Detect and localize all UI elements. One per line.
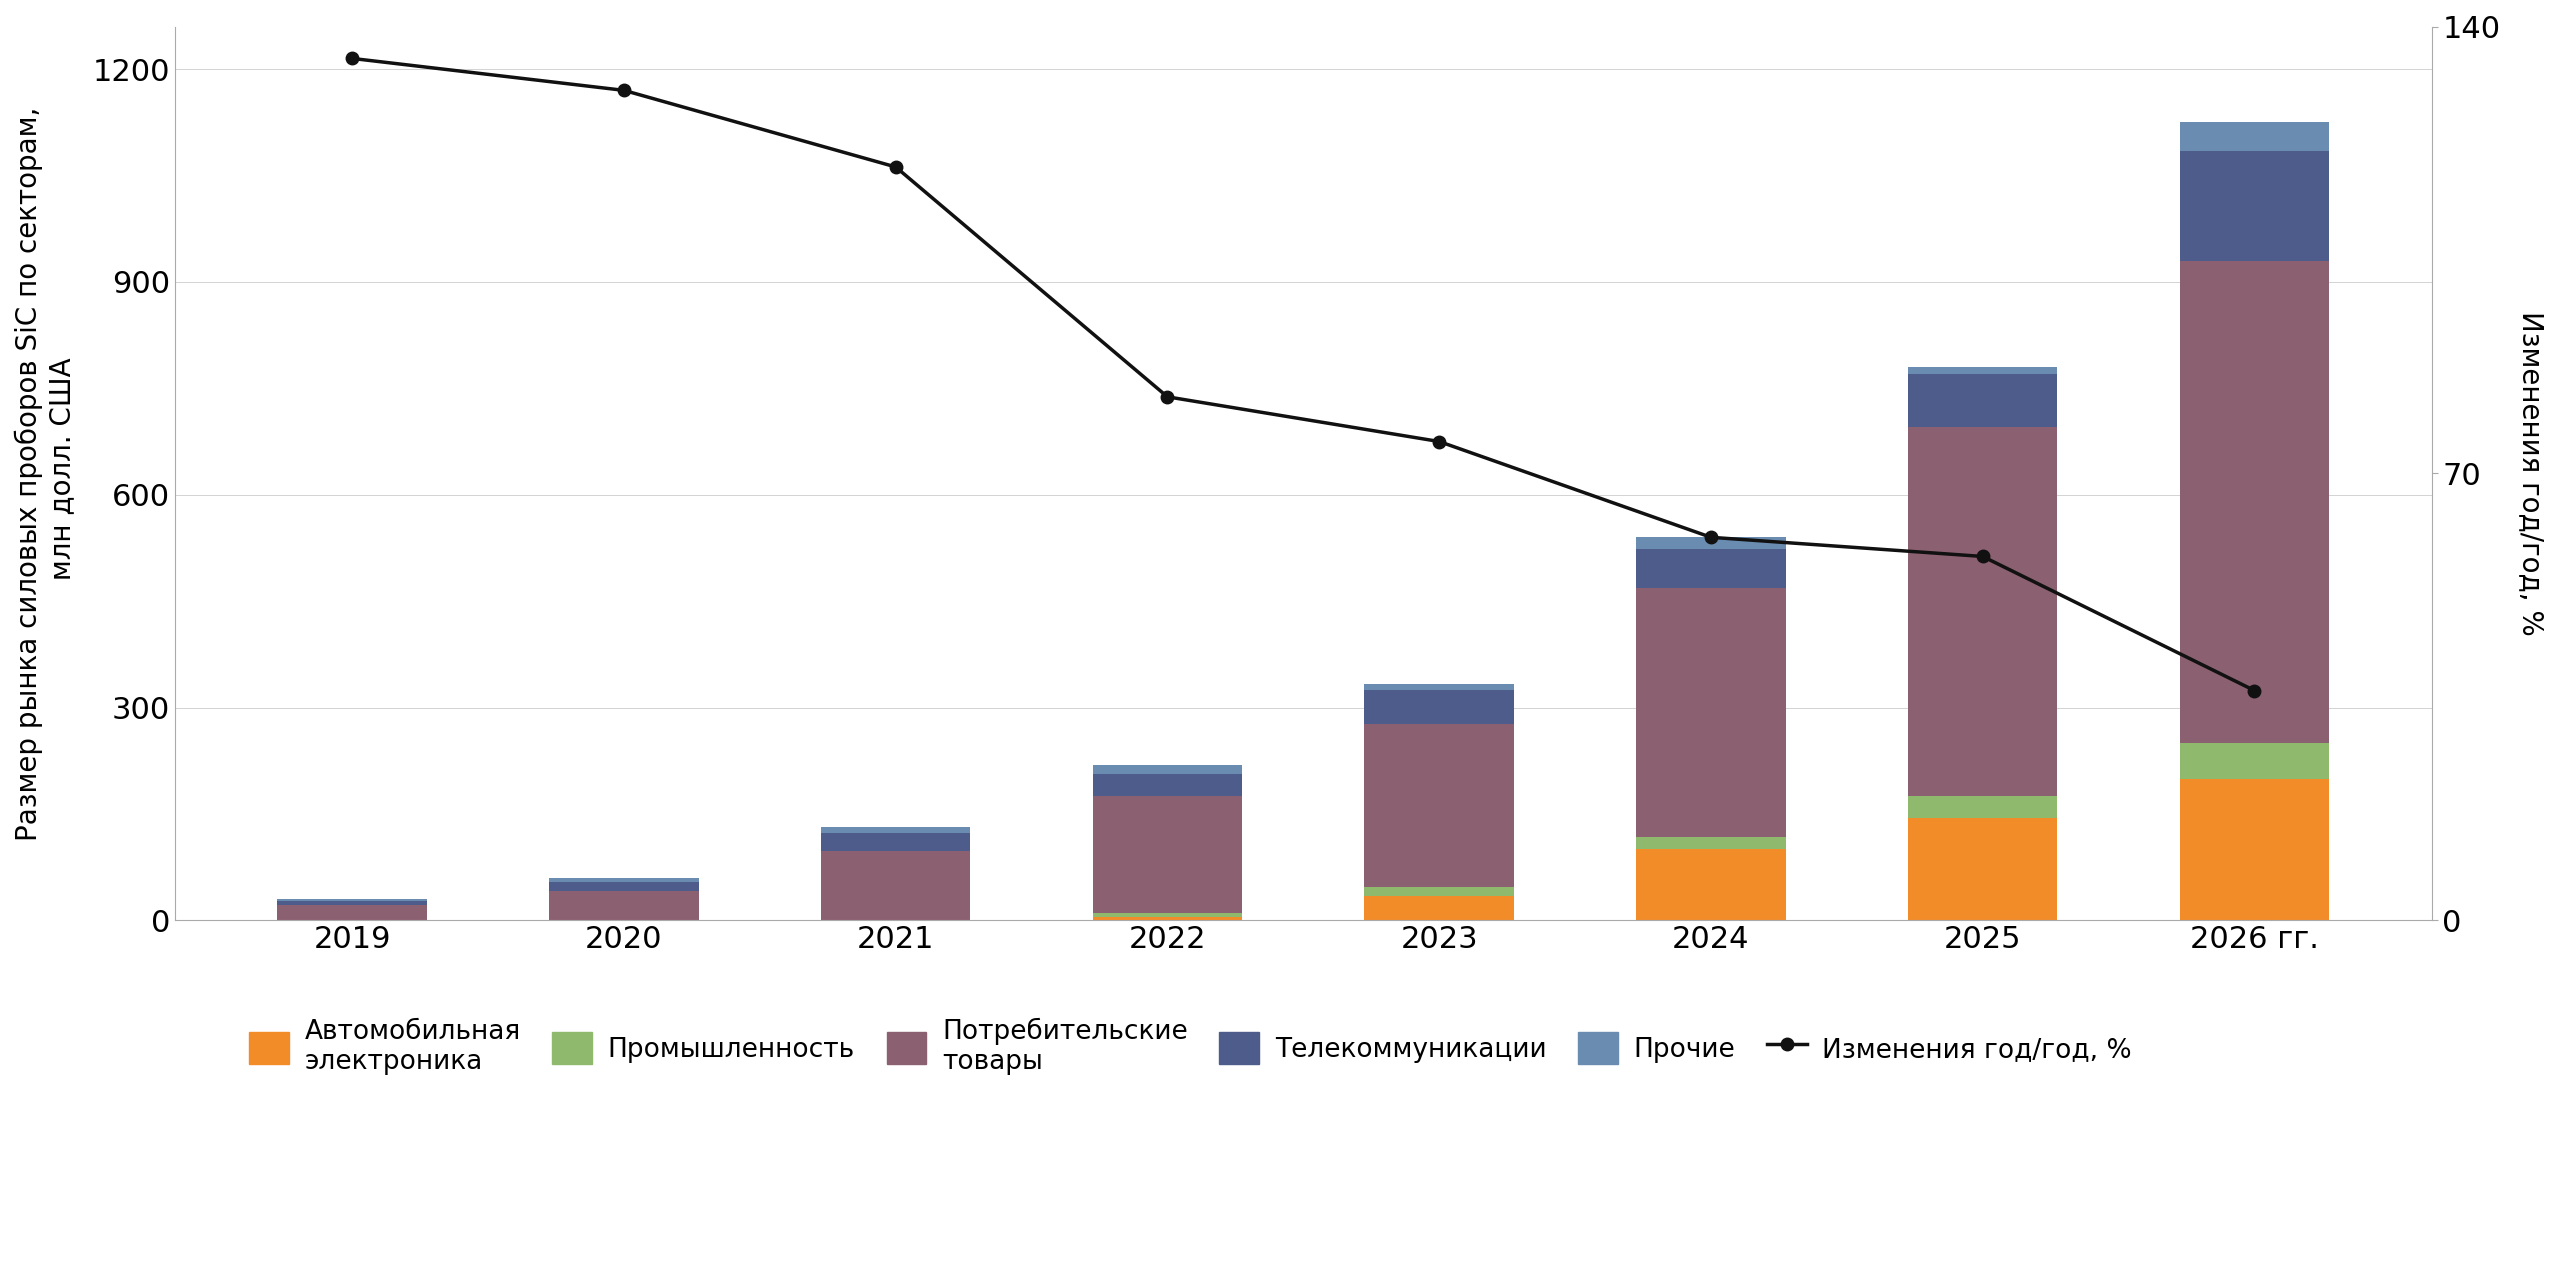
Legend: Автомобильная
электроника, Промышленность, Потребительские
товары, Телекоммуника: Автомобильная электроника, Промышленност… xyxy=(238,1007,2143,1086)
Bar xyxy=(2179,743,2330,778)
Bar xyxy=(550,890,699,921)
Bar xyxy=(822,833,970,851)
Bar xyxy=(1093,774,1242,796)
Bar xyxy=(1093,917,1242,921)
Y-axis label: Размер рынка силовых проборов SiC по секторам,
 млн долл. США: Размер рынка силовых проборов SiC по сек… xyxy=(15,107,77,841)
Bar xyxy=(1907,796,2058,818)
Bar xyxy=(2179,122,2330,151)
Bar xyxy=(1364,895,1513,921)
Bar xyxy=(1364,690,1513,724)
Bar xyxy=(1907,367,2058,374)
Bar xyxy=(276,902,428,904)
Bar xyxy=(1636,550,1787,589)
Bar xyxy=(1907,818,2058,921)
Bar xyxy=(550,878,699,882)
Bar xyxy=(2179,778,2330,921)
Bar xyxy=(1093,913,1242,917)
Bar xyxy=(2179,151,2330,260)
Bar xyxy=(276,904,428,921)
Y-axis label: Изменения год/год, %: Изменения год/год, % xyxy=(2516,312,2545,636)
Bar xyxy=(1636,850,1787,921)
Bar xyxy=(1907,374,2058,428)
Bar xyxy=(2179,260,2330,743)
Bar xyxy=(1364,724,1513,887)
Bar xyxy=(1636,589,1787,837)
Bar xyxy=(1364,887,1513,895)
Bar xyxy=(1636,537,1787,550)
Bar xyxy=(1907,428,2058,796)
Bar xyxy=(1093,765,1242,774)
Bar xyxy=(1093,796,1242,913)
Bar xyxy=(822,827,970,833)
Bar xyxy=(1636,837,1787,850)
Bar xyxy=(276,899,428,902)
Bar xyxy=(1364,684,1513,690)
Bar xyxy=(550,882,699,890)
Bar xyxy=(822,851,970,921)
